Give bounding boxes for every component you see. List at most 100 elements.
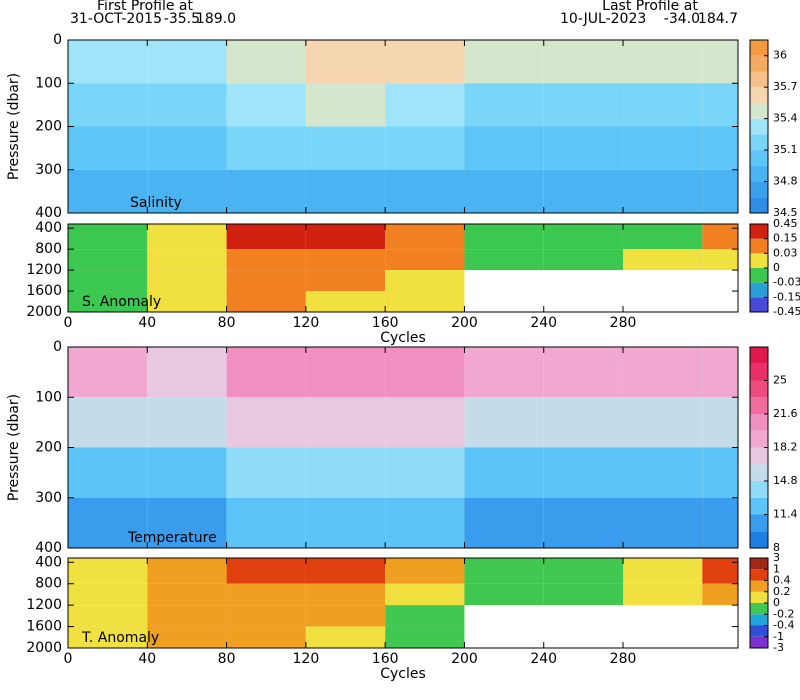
y-tick-label: 2000 <box>26 304 62 320</box>
cell <box>68 558 148 584</box>
cell <box>464 497 544 548</box>
colorbar-band <box>750 363 768 381</box>
first-profile-date: 31-OCT-2015 <box>70 11 162 27</box>
cell <box>147 558 227 584</box>
cell <box>68 497 148 548</box>
cell <box>623 169 703 213</box>
cell <box>305 40 386 84</box>
cell <box>226 605 306 627</box>
cell <box>147 40 227 84</box>
cell <box>623 447 703 498</box>
colorbar-tick-label: 0 <box>773 261 780 274</box>
colorbar-band <box>750 87 768 103</box>
cell <box>623 583 703 606</box>
colorbar-band <box>750 181 768 198</box>
cell <box>68 583 148 606</box>
cell <box>226 169 306 213</box>
colorbar-band <box>750 297 768 312</box>
colorbar-band <box>750 614 768 626</box>
cell <box>226 447 306 498</box>
colorbar-tick-label: 0 <box>773 596 780 609</box>
cell <box>623 497 703 548</box>
colorbar-tick-label: -0.2 <box>773 607 794 620</box>
cell <box>305 558 386 584</box>
colorbar-tick-label: 0.03 <box>773 246 798 259</box>
cell <box>68 169 148 213</box>
cell <box>385 397 465 448</box>
cell <box>305 83 386 127</box>
colorbar-band <box>750 134 768 151</box>
x-tick-label: 120 <box>293 651 320 667</box>
x-tick-label: 280 <box>610 315 637 331</box>
colorbar-tick-label: -1 <box>773 630 784 643</box>
y-tick-label: 400 <box>35 540 62 556</box>
colorbar-tick-label: 14.8 <box>773 474 798 487</box>
x-tick-label: 120 <box>293 315 320 331</box>
last-profile-date: 10-JUL-2023 <box>560 11 646 27</box>
x-tick-label: 280 <box>610 651 637 667</box>
y-tick-label: 1600 <box>26 619 62 635</box>
cell <box>68 397 148 448</box>
cell <box>68 347 148 398</box>
colorbar-band <box>750 55 768 72</box>
cell <box>226 583 306 606</box>
colorbar-tick-label: 36 <box>773 49 787 62</box>
cell <box>147 291 227 312</box>
cell <box>464 397 544 448</box>
colorbar-tick-label: 0.4 <box>773 574 791 587</box>
y-tick-label: 300 <box>35 162 62 178</box>
cell <box>702 447 738 498</box>
cell <box>543 40 624 84</box>
cell <box>385 169 465 213</box>
cell <box>464 558 544 584</box>
cell <box>464 224 544 250</box>
cell <box>305 447 386 498</box>
colorbar-tick-label: 8 <box>773 541 780 554</box>
colorbar-tick-label: -0.4 <box>773 619 794 632</box>
cell <box>623 249 703 271</box>
cell <box>147 626 227 648</box>
cell <box>385 447 465 498</box>
cell <box>226 558 306 584</box>
colorbar-tick-label: 34.8 <box>773 175 798 188</box>
cell <box>68 626 148 648</box>
colorbar-tick-label: 35.4 <box>773 112 798 125</box>
x-axis-label: Cycles <box>380 666 426 682</box>
plot-frame <box>67 557 739 649</box>
colorbar-band <box>750 102 768 119</box>
cell <box>147 497 227 548</box>
cell <box>385 626 465 648</box>
colorbar-band <box>750 430 768 448</box>
cell <box>385 83 465 127</box>
y-tick-label: 400 <box>35 220 62 236</box>
y-tick-label: 0 <box>53 32 62 48</box>
cell <box>623 347 703 398</box>
cell <box>543 397 624 448</box>
colorbar-tick-label: -0.03 <box>773 276 800 289</box>
y-tick-label: 1200 <box>26 597 62 613</box>
y-tick-label: 0 <box>53 339 62 355</box>
y-tick-label: 400 <box>35 554 62 570</box>
cell <box>702 347 738 398</box>
cell <box>385 224 465 250</box>
cell <box>702 497 738 548</box>
cell <box>543 224 624 250</box>
cell <box>226 270 306 292</box>
cell <box>68 40 148 84</box>
colorbar-tick-label: 0.15 <box>773 232 798 245</box>
x-tick-label: 160 <box>372 315 399 331</box>
last-profile-lat: -34.0 <box>664 11 700 27</box>
colorbar-tick-label: 0.45 <box>773 217 798 230</box>
colorbar-tick-label: 3 <box>773 551 780 564</box>
cell <box>702 397 738 448</box>
colorbar-band <box>750 165 768 182</box>
cell <box>464 126 544 170</box>
cell <box>543 347 624 398</box>
x-tick-label: 0 <box>64 651 73 667</box>
cell <box>147 169 227 213</box>
y-tick-label: 200 <box>35 119 62 135</box>
y-tick-label: 1200 <box>26 262 62 278</box>
colorbar-band <box>750 531 768 548</box>
cell <box>305 347 386 398</box>
